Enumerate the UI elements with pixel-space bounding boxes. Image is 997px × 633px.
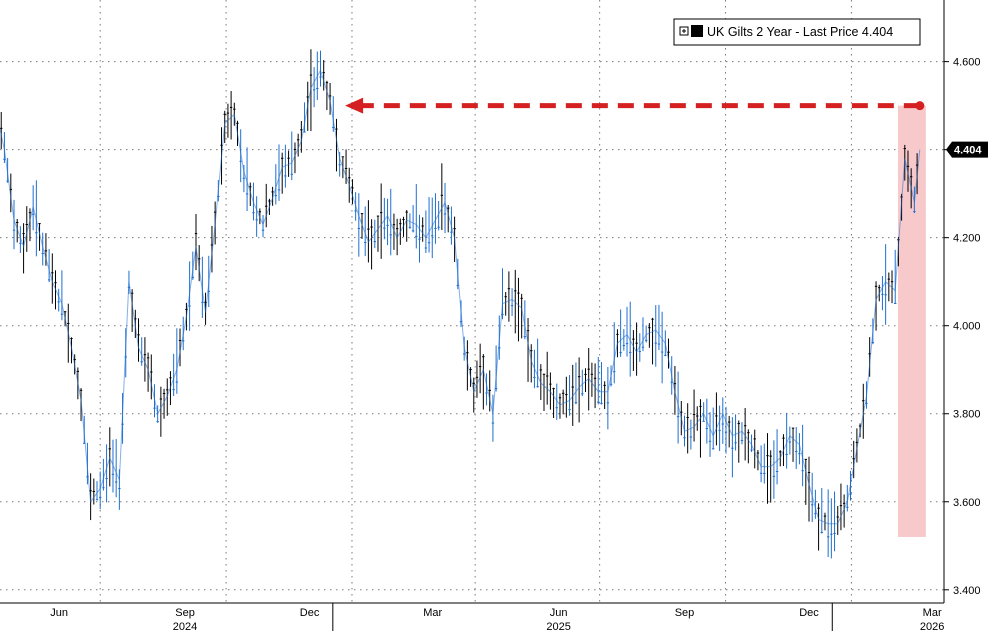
legend-box — [673, 18, 921, 46]
highlight-period — [897, 105, 926, 537]
x-tick-label: Sep — [175, 607, 195, 619]
arrow-head — [345, 97, 364, 114]
x-year-label: 2024 — [173, 621, 197, 633]
y-tick-label: 3.400 — [953, 585, 981, 597]
last-price-tag-text: 4.404 — [954, 145, 982, 157]
x-year-label: 2025 — [546, 621, 570, 633]
x-tick-label: Dec — [799, 607, 819, 619]
x-tick-label: Jun — [550, 607, 568, 619]
series-layer — [0, 49, 921, 559]
last-price-tag-bg — [946, 141, 988, 158]
x-tick-label: Sep — [675, 607, 695, 619]
x-tick-label: Jun — [50, 607, 68, 619]
x-tick-label: Mar — [423, 607, 442, 619]
x-tick-label: Mar — [923, 607, 942, 619]
y-tick-label: 3.800 — [953, 409, 981, 421]
x-tick-label: Dec — [300, 607, 320, 619]
legend-label: UK Gilts 2 Year - Last Price 4.404 — [707, 25, 893, 39]
grid-layer — [0, 0, 944, 603]
legend: UK Gilts 2 Year - Last Price 4.404 — [673, 18, 921, 46]
y-tick-label: 4.000 — [953, 321, 981, 333]
annotation-arrow — [345, 97, 925, 114]
y-tick-label: 4.600 — [953, 57, 981, 69]
y-tick-label: 3.600 — [953, 497, 981, 509]
legend-swatch — [691, 25, 703, 37]
y-tick-label: 4.200 — [953, 233, 981, 245]
x-year-label: 2026 — [920, 621, 944, 633]
price-line — [0, 69, 921, 525]
last-price-tag: 4.404 — [946, 141, 988, 158]
arrow-origin-dot — [915, 101, 925, 111]
